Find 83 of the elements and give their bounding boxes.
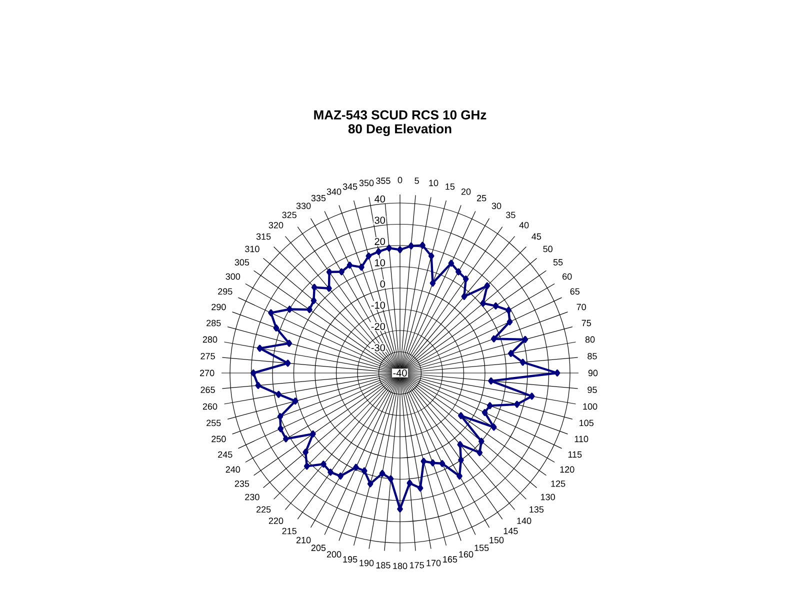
spoke-label: 85 [588,352,597,360]
spoke-label: 295 [218,288,232,295]
spoke-label: 235 [234,480,250,487]
spoke-label: 195 [343,556,358,563]
spoke-label: 240 [226,466,240,473]
spoke-label: 25 [477,194,486,202]
spoke-label: 190 [360,560,374,566]
y-tick-label: 40 [374,195,386,203]
spoke-label: 300 [226,273,240,280]
spoke-label: 70 [576,304,586,310]
spoke-label: 20 [461,188,471,195]
spoke-label: 135 [530,506,544,513]
spoke-label: 175 [410,562,424,568]
spoke-label: 335 [311,194,326,202]
spoke-label: 5 [414,178,419,184]
spoke-label: 160 [459,551,474,558]
spoke-label: 305 [234,259,250,266]
y-tick-label: -20 [371,322,386,330]
spoke-label: 185 [376,562,390,568]
spoke-label: 220 [268,518,284,524]
spoke-label: 50 [543,246,552,252]
spoke-label: 200 [326,551,342,558]
spoke-label: 270 [200,370,214,376]
spoke-label: 110 [574,436,588,442]
y-tick-label: 20 [374,238,386,246]
spoke-label: 230 [245,494,260,500]
spoke-label: 350 [359,180,374,186]
spoke-label: 255 [206,420,221,426]
spoke-label: 310 [245,246,260,252]
y-tick-label: -40 [393,369,407,377]
spoke-label: 130 [541,494,555,500]
spoke-label: 0 [398,176,402,184]
spoke-label: 205 [311,544,326,552]
spoke-label: 290 [212,304,226,310]
spoke-label: 15 [446,183,455,190]
spoke-label: 150 [490,536,504,544]
spoke-label: 330 [296,202,311,210]
chart-subtitle: 80 Deg Elevation [348,124,452,136]
spoke-label: 100 [583,403,598,410]
spoke-label: 115 [568,451,582,458]
spoke-label: 30 [492,202,502,210]
spoke-label: 170 [426,560,441,566]
spoke-label: 120 [560,466,574,473]
spoke-label: 65 [570,288,580,295]
spoke-label: 80 [585,336,595,343]
spoke-label: 35 [506,212,516,218]
spoke-label: 265 [200,386,215,394]
spoke-label: 90 [588,370,598,376]
spoke-label: 95 [588,386,597,394]
spoke-label: 45 [532,233,542,240]
spoke-label: 145 [504,528,518,534]
spoke-label: 260 [202,403,218,410]
y-tick-label: 30 [374,216,386,224]
spoke-label: 345 [342,183,358,190]
spoke-label: 60 [562,273,572,280]
spoke-label: 245 [218,451,232,458]
spoke-label: 275 [200,352,215,360]
spoke-label: 285 [206,320,221,326]
y-tick-label: 0 [380,280,386,288]
spoke-label: 280 [202,336,218,343]
spoke-label: 105 [580,420,594,426]
y-tick-label: 10 [375,259,386,266]
spoke-label: 180 [393,562,408,570]
spoke-label: 125 [551,480,566,487]
spoke-label: 250 [212,436,226,442]
spoke-label: 75 [582,320,592,326]
spoke-label: 320 [268,222,284,228]
spoke-label: 155 [474,544,489,552]
spoke-label: 165 [443,556,458,563]
spoke-label: 325 [282,212,296,218]
spoke-label: 40 [519,222,529,228]
spoke-label: 210 [296,536,311,544]
spoke-label: 215 [282,528,296,534]
y-tick-label: -10 [371,302,386,309]
chart-title: MAZ-543 SCUD RCS 10 GHz [314,110,486,120]
spoke-label: 140 [517,518,532,524]
y-tick-label: -30 [371,344,386,352]
spoke-label: 355 [376,178,390,184]
spoke-label: 315 [256,233,271,240]
spoke-label: 55 [553,259,563,266]
spoke-label: 340 [326,188,342,195]
spoke-label: 225 [256,506,271,513]
spoke-label: 10 [429,180,438,186]
